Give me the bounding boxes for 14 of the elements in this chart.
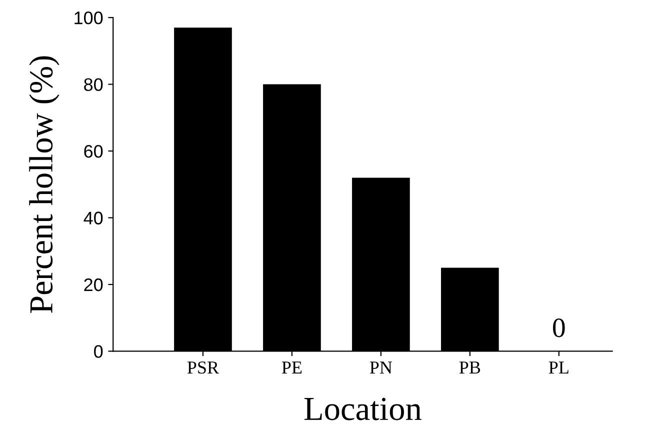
y-tick-label: 100 — [74, 11, 103, 24]
x-tick-label: PE — [282, 362, 302, 374]
x-tick-label: PB — [459, 362, 480, 374]
data-label: 0 — [553, 318, 565, 338]
x-axis-title: Location — [304, 398, 422, 420]
x-tick-label: PSR — [187, 361, 220, 374]
y-tick-label: 60 — [84, 144, 103, 158]
y-tick-label: 0 — [94, 345, 103, 358]
x-tick-label: PN — [370, 362, 392, 374]
x-tick-label: PL — [548, 362, 568, 374]
y-axis-title: Percent hollow (%) — [29, 56, 60, 314]
y-tick-label: 40 — [84, 212, 103, 224]
y-tick-label: 20 — [84, 278, 103, 292]
y-tick-label: 80 — [84, 78, 103, 92]
